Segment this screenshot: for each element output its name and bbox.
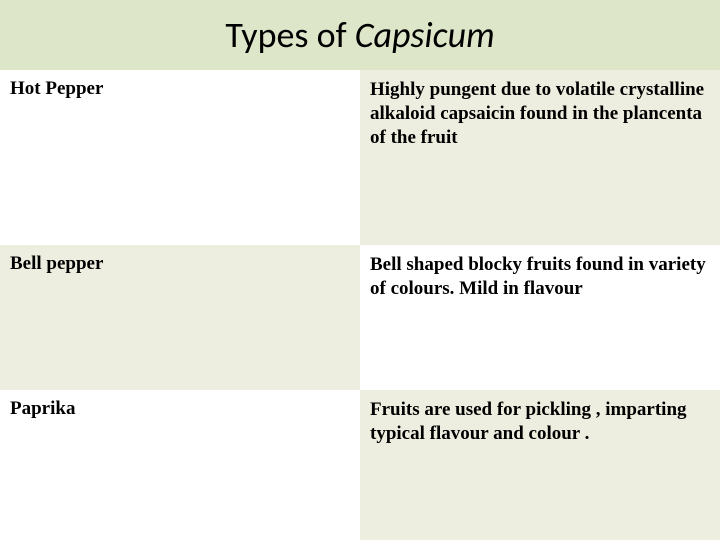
type-name: Paprika (0, 390, 360, 540)
types-table: Hot Pepper Highly pungent due to volatil… (0, 70, 720, 540)
type-name: Hot Pepper (0, 70, 360, 245)
title-bar: Types of Capsicum (0, 0, 720, 70)
table-row: Paprika Fruits are used for pickling , i… (0, 390, 720, 540)
title-italic: Capsicum (355, 13, 495, 57)
table-row: Hot Pepper Highly pungent due to volatil… (0, 70, 720, 245)
page-title: Types of Capsicum (225, 13, 494, 57)
type-desc: Fruits are used for pickling , imparting… (360, 390, 720, 540)
type-desc: Bell shaped blocky fruits found in varie… (360, 245, 720, 390)
title-plain: Types of (225, 13, 354, 57)
type-name: Bell pepper (0, 245, 360, 390)
type-desc: Highly pungent due to volatile crystalli… (360, 70, 720, 245)
table-row: Bell pepper Bell shaped blocky fruits fo… (0, 245, 720, 390)
